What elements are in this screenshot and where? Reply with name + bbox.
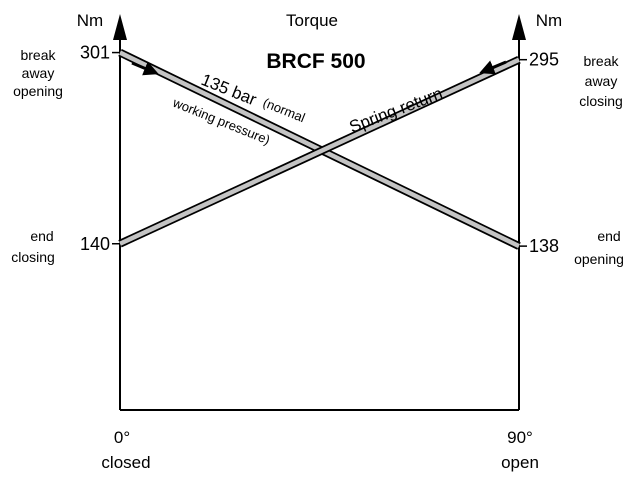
x-tick-label-0: 0° (114, 428, 130, 447)
value-label-301: 301 (80, 43, 110, 63)
label-break-away-closing-3: closing (579, 93, 623, 109)
x-tick-label-90: 90° (507, 428, 533, 447)
arrow-closing-icon (479, 60, 507, 75)
x-tick-state-closed: closed (101, 453, 150, 472)
value-label-138: 138 (529, 236, 559, 256)
value-label-295: 295 (529, 50, 559, 70)
label-break-away-closing-2: away (585, 73, 618, 89)
right-axis-arrow-icon (512, 14, 526, 40)
label-break-away-opening-1: break (20, 47, 56, 63)
label-break-away-opening-2: away (22, 65, 55, 81)
right-axis-unit: Nm (536, 11, 562, 30)
label-end-closing-1: end (30, 228, 53, 244)
x-tick-state-open: open (501, 453, 539, 472)
label-break-away-opening-3: opening (13, 83, 63, 99)
left-axis-unit: Nm (77, 11, 103, 30)
left-axis-arrow-icon (113, 14, 127, 40)
label-break-away-closing-1: break (583, 53, 619, 69)
chart-subtitle: Torque (286, 11, 338, 30)
arrow-opening-icon (131, 61, 159, 76)
label-end-opening-2: opening (574, 251, 624, 267)
label-end-opening-1: end (597, 228, 620, 244)
series-spring-return-line (119, 57, 520, 246)
value-label-140: 140 (80, 234, 110, 254)
label-end-closing-2: closing (11, 249, 55, 265)
series-spring-return-name: Spring return (347, 84, 446, 137)
chart-title: BRCF 500 (266, 50, 365, 73)
